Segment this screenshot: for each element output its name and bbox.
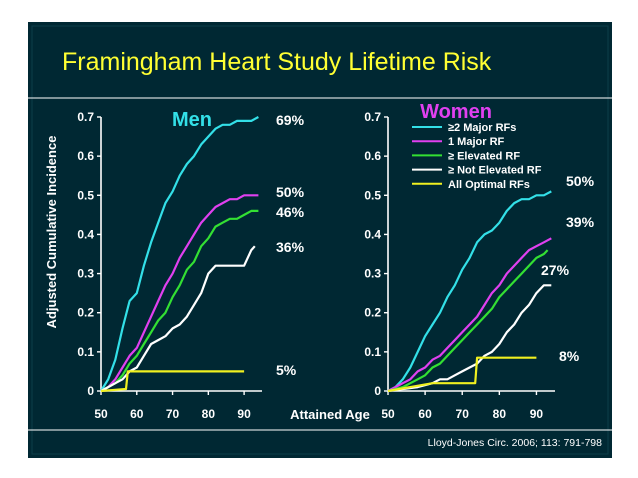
- legend-entry-label: 1 Major RF: [448, 136, 505, 148]
- women-x-tick-label: 90: [530, 407, 544, 421]
- men-end-label: 5%: [276, 362, 297, 378]
- women-series-line: [387, 249, 549, 393]
- men-end-label: 46%: [276, 204, 305, 220]
- men-x-tick-label: 70: [166, 407, 180, 421]
- men-y-tick-label: 0.6: [77, 149, 94, 163]
- men-y-tick-label: 0: [87, 384, 94, 398]
- citation: Lloyd-Jones Circ. 2006; 113: 791-798: [428, 437, 602, 449]
- women-x-tick-label: 70: [456, 407, 470, 421]
- women-series-line: [387, 356, 537, 393]
- men-y-tick-label: 0.4: [77, 227, 94, 241]
- legend-entry-label: ≥ Not Elevated RF: [448, 165, 542, 177]
- men-end-label: 50%: [276, 184, 305, 200]
- women-end-label: 8%: [559, 348, 580, 364]
- men-end-label: 69%: [276, 112, 305, 128]
- men-series-line: [100, 194, 259, 392]
- men-panel-title: Men: [172, 109, 212, 131]
- women-series-line: [387, 190, 552, 392]
- men-x-tick-label: 80: [202, 407, 216, 421]
- men-y-tick-label: 0.5: [77, 188, 94, 202]
- y-axis-label: Adjusted Cumulative Incidence: [44, 136, 59, 329]
- slide-panel: [28, 22, 612, 458]
- men-y-tick-label: 0.2: [77, 306, 94, 320]
- women-end-label: 50%: [566, 173, 595, 189]
- women-y-tick-label: 0.7: [364, 110, 381, 124]
- women-end-label: 39%: [566, 214, 595, 230]
- women-x-tick-label: 60: [418, 407, 432, 421]
- women-y-tick-label: 0.1: [364, 345, 381, 359]
- chart-women: 0 0.1 0.2 0.3 0.4 0.5 0.6 0.7 50 60 70 80 90 Women 50%…: [364, 101, 594, 421]
- men-series-line: [100, 209, 259, 392]
- chart-men: 0 0.1 0.2 0.3 0.4 0.5 0.6 0.7 50 60 70 80 90 Men 69% 50…: [77, 109, 304, 421]
- legend: ≥2 Major RFs 1 Major RF ≥ Elevated RF ≥ Not…: [412, 122, 542, 191]
- men-end-label: 36%: [276, 239, 305, 255]
- legend-entry-label: All Optimal RFs: [448, 179, 530, 191]
- women-y-tick-label: 0.6: [364, 149, 381, 163]
- men-series-line: [100, 370, 245, 393]
- men-y-tick-label: 0.1: [77, 345, 94, 359]
- legend-entry-label: ≥2 Major RFs: [448, 122, 516, 134]
- men-x-tick-label: 90: [237, 407, 251, 421]
- men-series-line: [100, 116, 259, 392]
- men-x-tick-label: 50: [94, 407, 108, 421]
- men-y-tick-label: 0.7: [77, 110, 94, 124]
- x-axis-label: Attained Age: [290, 407, 370, 422]
- women-y-tick-label: 0.2: [364, 306, 381, 320]
- women-panel-title: Women: [420, 101, 492, 123]
- women-end-label: 27%: [541, 262, 570, 278]
- slide-title: Framingham Heart Study Lifetime Risk: [62, 48, 492, 76]
- women-y-tick-label: 0: [374, 384, 381, 398]
- women-series-line: [387, 237, 552, 392]
- legend-entry-label: ≥ Elevated RF: [448, 150, 520, 162]
- men-y-tick-label: 0.3: [77, 267, 94, 281]
- women-y-tick-label: 0.5: [364, 188, 381, 202]
- women-x-tick-label: 80: [493, 407, 507, 421]
- women-y-tick-label: 0.4: [364, 227, 381, 241]
- women-y-tick-label: 0.3: [364, 267, 381, 281]
- men-x-tick-label: 60: [130, 407, 144, 421]
- slide-border: [31, 25, 609, 455]
- women-x-tick-label: 50: [381, 407, 395, 421]
